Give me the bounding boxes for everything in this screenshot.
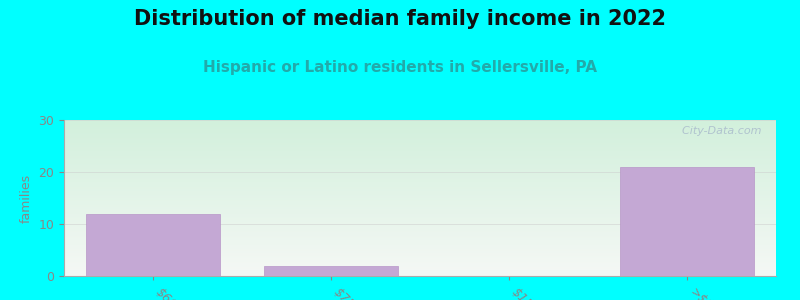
Text: Hispanic or Latino residents in Sellersville, PA: Hispanic or Latino residents in Sellersv…: [203, 60, 597, 75]
Text: Distribution of median family income in 2022: Distribution of median family income in …: [134, 9, 666, 29]
Bar: [264, 266, 398, 276]
Y-axis label: families: families: [20, 173, 33, 223]
Bar: [620, 167, 754, 276]
Bar: [86, 214, 220, 276]
Text: City-Data.com: City-Data.com: [675, 126, 762, 136]
